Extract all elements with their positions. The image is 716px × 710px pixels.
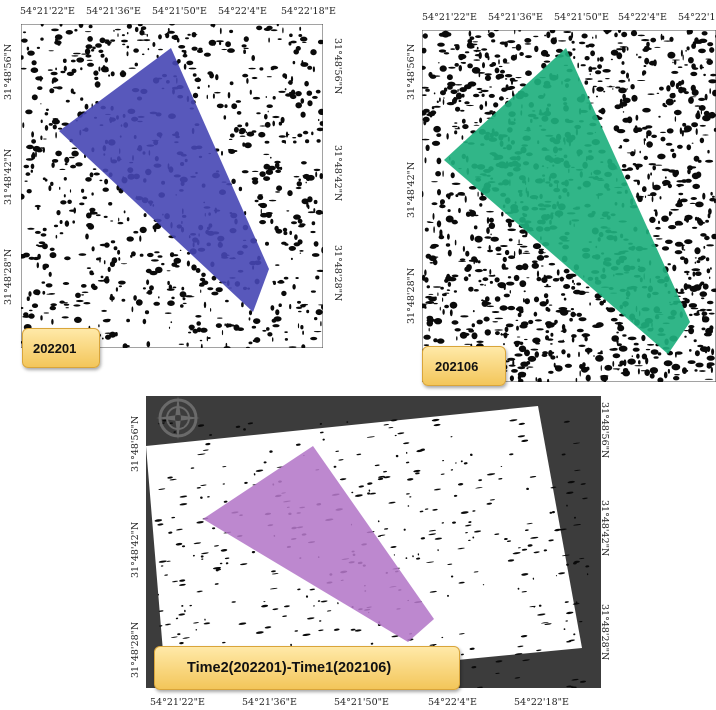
lon-label: 54°21'50"E bbox=[152, 6, 207, 17]
lon-label: 54°21'22"E bbox=[20, 6, 75, 17]
map-panel-202201: 54°21'22"E 54°21'36"E 54°21'50"E 54°22'4… bbox=[0, 0, 345, 372]
date-tag: 202106 bbox=[422, 346, 506, 386]
lon-label: 54°21'50"E bbox=[334, 697, 389, 708]
lat-label: 31°48'28"N bbox=[3, 248, 14, 305]
date-tag-text: 202201 bbox=[33, 340, 77, 356]
study-area-polygon bbox=[444, 48, 690, 354]
date-tag: 202201 bbox=[22, 328, 100, 368]
lon-label: 54°22'4"E bbox=[218, 6, 267, 17]
lon-label: 54°22'18" bbox=[678, 12, 716, 23]
study-area-polygon bbox=[59, 48, 269, 312]
lat-label: 31°48'42"N bbox=[3, 148, 14, 205]
lon-label: 54°21'36"E bbox=[86, 6, 141, 17]
lon-label: 54°22'18"E bbox=[514, 697, 569, 708]
lat-label: 31°48'56"N bbox=[332, 38, 343, 95]
lat-label: 31°48'28"N bbox=[130, 621, 141, 678]
map-panel-difference: 31°48'56"N 31°48'42"N 31°48'28"N 31°48'5… bbox=[120, 388, 610, 710]
lat-label: 31°48'56"N bbox=[3, 43, 14, 100]
lat-label: 31°48'28"N bbox=[332, 245, 343, 302]
lat-label: 31°48'42"N bbox=[332, 145, 343, 202]
date-tag-text: 202106 bbox=[435, 358, 479, 374]
binary-change-map bbox=[21, 24, 323, 348]
map-panel-202106: 54°21'22"E 54°21'36"E 54°21'50"E 54°22'4… bbox=[400, 0, 716, 390]
compass-rose-icon bbox=[156, 396, 200, 440]
lon-label: 54°21'36"E bbox=[488, 12, 543, 23]
lon-label: 54°22'4"E bbox=[618, 12, 667, 23]
study-area-polygon bbox=[203, 446, 434, 642]
lon-label: 54°21'22"E bbox=[422, 12, 477, 23]
lat-label: 31°48'42"N bbox=[130, 521, 141, 578]
lat-label: 31°48'56"N bbox=[406, 43, 417, 100]
difference-tag-text: Time2(202201)-Time1(202106) bbox=[187, 660, 392, 676]
lon-label: 54°21'50"E bbox=[554, 12, 609, 23]
lon-label: 54°21'36"E bbox=[242, 697, 297, 708]
lat-label: 31°48'56"N bbox=[130, 415, 141, 472]
lon-label: 54°22'4"E bbox=[428, 697, 477, 708]
lat-label: 31°48'42"N bbox=[406, 161, 417, 218]
binary-change-map bbox=[422, 30, 716, 382]
difference-tag: Time2(202201)-Time1(202106) bbox=[154, 646, 460, 690]
lon-label: 54°21'22"E bbox=[150, 697, 205, 708]
difference-map bbox=[146, 396, 601, 688]
lat-label: 31°48'28"N bbox=[406, 267, 417, 324]
lon-label: 54°22'18"E bbox=[281, 6, 336, 17]
